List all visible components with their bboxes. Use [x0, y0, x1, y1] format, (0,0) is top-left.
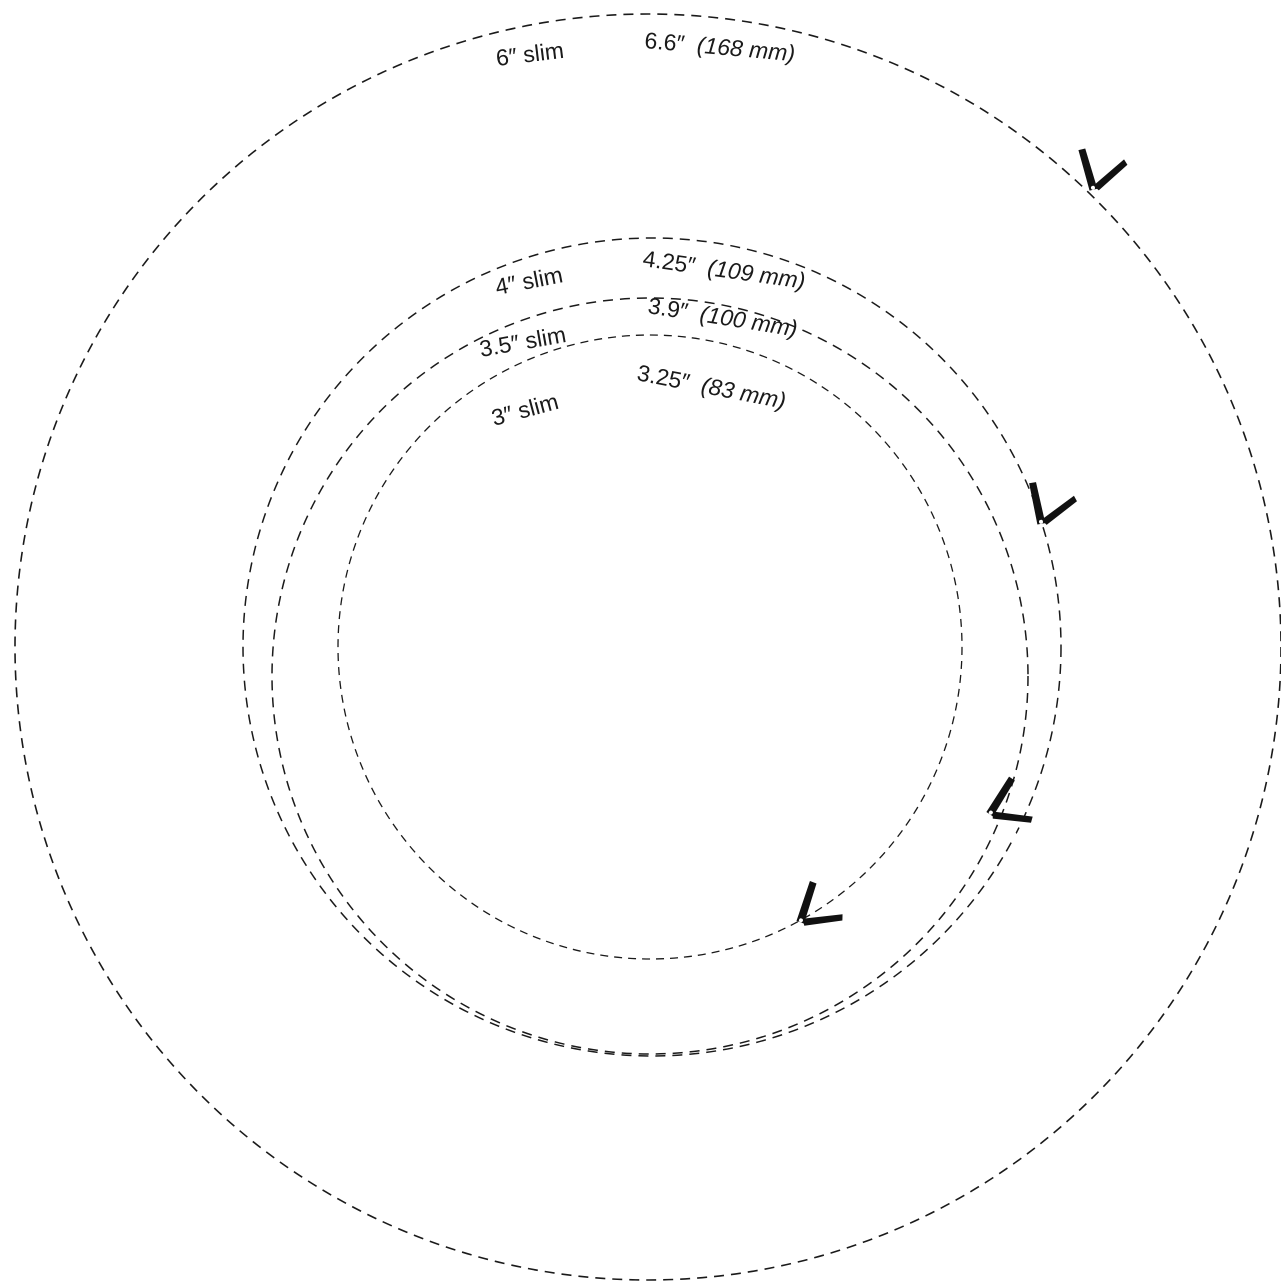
ring-4-slim — [242, 237, 1062, 1057]
ring-3-5-slim-labels: 3.5″ slim 3.9″ (100 mm) — [477, 292, 799, 362]
ring-4-slim-name: 4″ slim — [493, 261, 565, 300]
ring-3-5-slim — [271, 297, 1029, 1055]
ring-6-slim-name: 6″ slim — [494, 37, 565, 71]
ring-6-slim-labels: 6″ slim 6.6″ (168 mm) — [494, 27, 796, 71]
ring-3-slim-name: 3″ slim — [489, 388, 562, 431]
ring-6-slim — [14, 13, 1281, 1281]
ring-3-5-slim-name: 3.5″ slim — [477, 321, 568, 362]
scissors-icon — [774, 877, 852, 968]
ring-3-slim — [337, 334, 963, 960]
ring-3-slim-diameter: 3.25″ (83 mm) — [635, 359, 788, 413]
ring-4-slim-labels: 4″ slim 4.25″ (109 mm) — [493, 245, 807, 300]
ring-4-slim-diameter: 4.25″ (109 mm) — [641, 245, 807, 294]
scissors-icon — [958, 771, 1046, 865]
ring-6-slim-diameter: 6.6″ (168 mm) — [644, 27, 797, 66]
ring-3-5-slim-diameter: 3.9″ (100 mm) — [646, 292, 799, 341]
ring-3-slim-labels: 3″ slim 3.25″ (83 mm) — [489, 359, 789, 430]
